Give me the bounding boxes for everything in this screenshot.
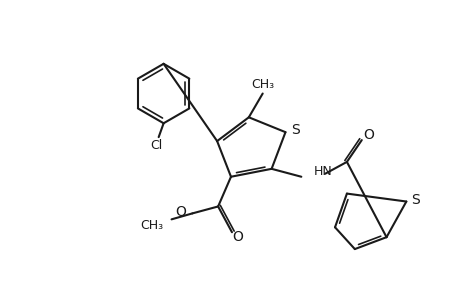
Text: S: S (410, 193, 419, 206)
Text: O: O (363, 128, 373, 142)
Text: HN: HN (313, 165, 332, 178)
Text: CH₃: CH₃ (251, 78, 274, 91)
Text: CH₃: CH₃ (140, 219, 163, 232)
Text: Cl: Cl (150, 139, 162, 152)
Text: S: S (291, 123, 299, 137)
Text: O: O (175, 206, 186, 219)
Text: O: O (232, 230, 243, 244)
